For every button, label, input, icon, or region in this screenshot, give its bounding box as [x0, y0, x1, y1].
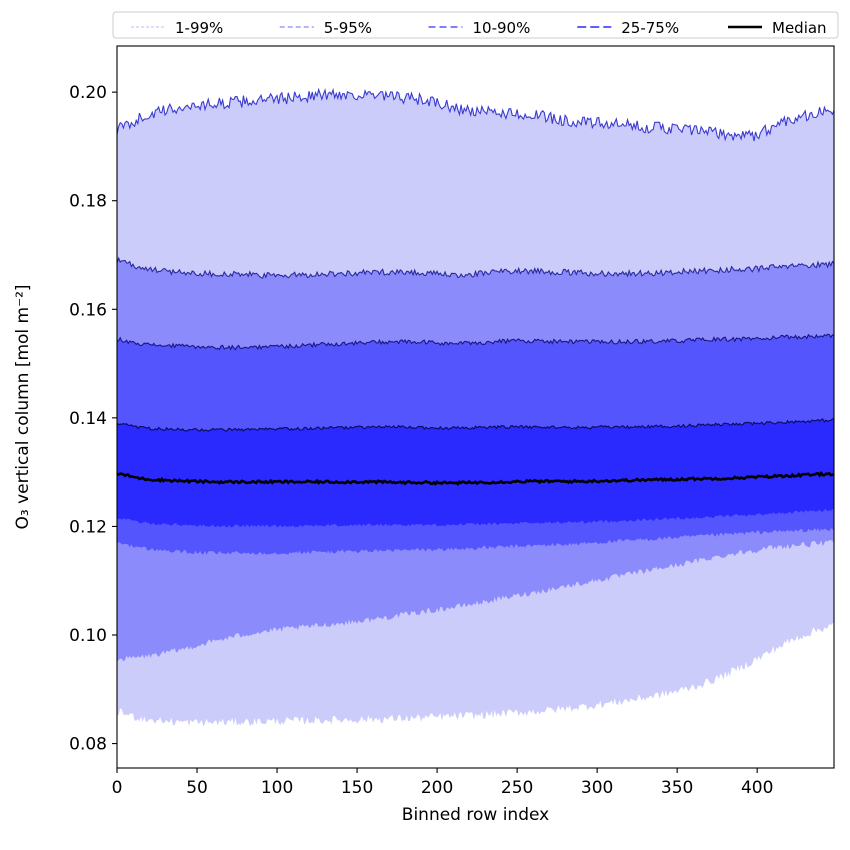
- legend-label-1to99[interactable]: 1-99%: [175, 19, 223, 37]
- bands-group: [117, 87, 834, 727]
- y-tick-label-0.08: 0.08: [69, 735, 107, 755]
- legend-label-10to90[interactable]: 10-90%: [473, 19, 531, 37]
- x-axis-title: Binned row index: [402, 805, 549, 825]
- band-edge-10to90: [117, 333, 834, 351]
- y-tick-label-0.10: 0.10: [69, 626, 107, 646]
- y-tick-label-0.16: 0.16: [69, 300, 107, 320]
- legend-label-Median[interactable]: Median: [772, 19, 827, 37]
- y-tick-label-0.14: 0.14: [69, 409, 107, 429]
- median-line: [117, 470, 834, 486]
- x-tick-label-250: 250: [501, 778, 533, 798]
- y-tick-label-0.18: 0.18: [69, 192, 107, 212]
- axes-frame: [116, 45, 835, 769]
- x-tick-label-200: 200: [421, 778, 453, 798]
- band-25to75: [117, 418, 834, 528]
- band-edge-25to75: [117, 418, 834, 432]
- legend-label-25to75[interactable]: 25-75%: [621, 19, 679, 37]
- y-tick-label-0.12: 0.12: [69, 517, 107, 537]
- x-tick-label-400: 400: [741, 778, 773, 798]
- x-tick-label-0: 0: [112, 778, 123, 798]
- x-tick-label-100: 100: [261, 778, 293, 798]
- x-tick-label-50: 50: [186, 778, 208, 798]
- band-edge-1to99: [117, 87, 834, 142]
- legend-frame: [112, 11, 839, 39]
- band-edge-5to95: [117, 256, 834, 279]
- x-tick-label-150: 150: [341, 778, 373, 798]
- legend-label-5to95[interactable]: 5-95%: [324, 19, 372, 37]
- y-tick-label-0.20: 0.20: [69, 83, 107, 103]
- y-axis-title: O₃ vertical column [mol m⁻²]: [13, 284, 33, 529]
- x-tick-label-300: 300: [581, 778, 613, 798]
- x-tick-label-350: 350: [661, 778, 693, 798]
